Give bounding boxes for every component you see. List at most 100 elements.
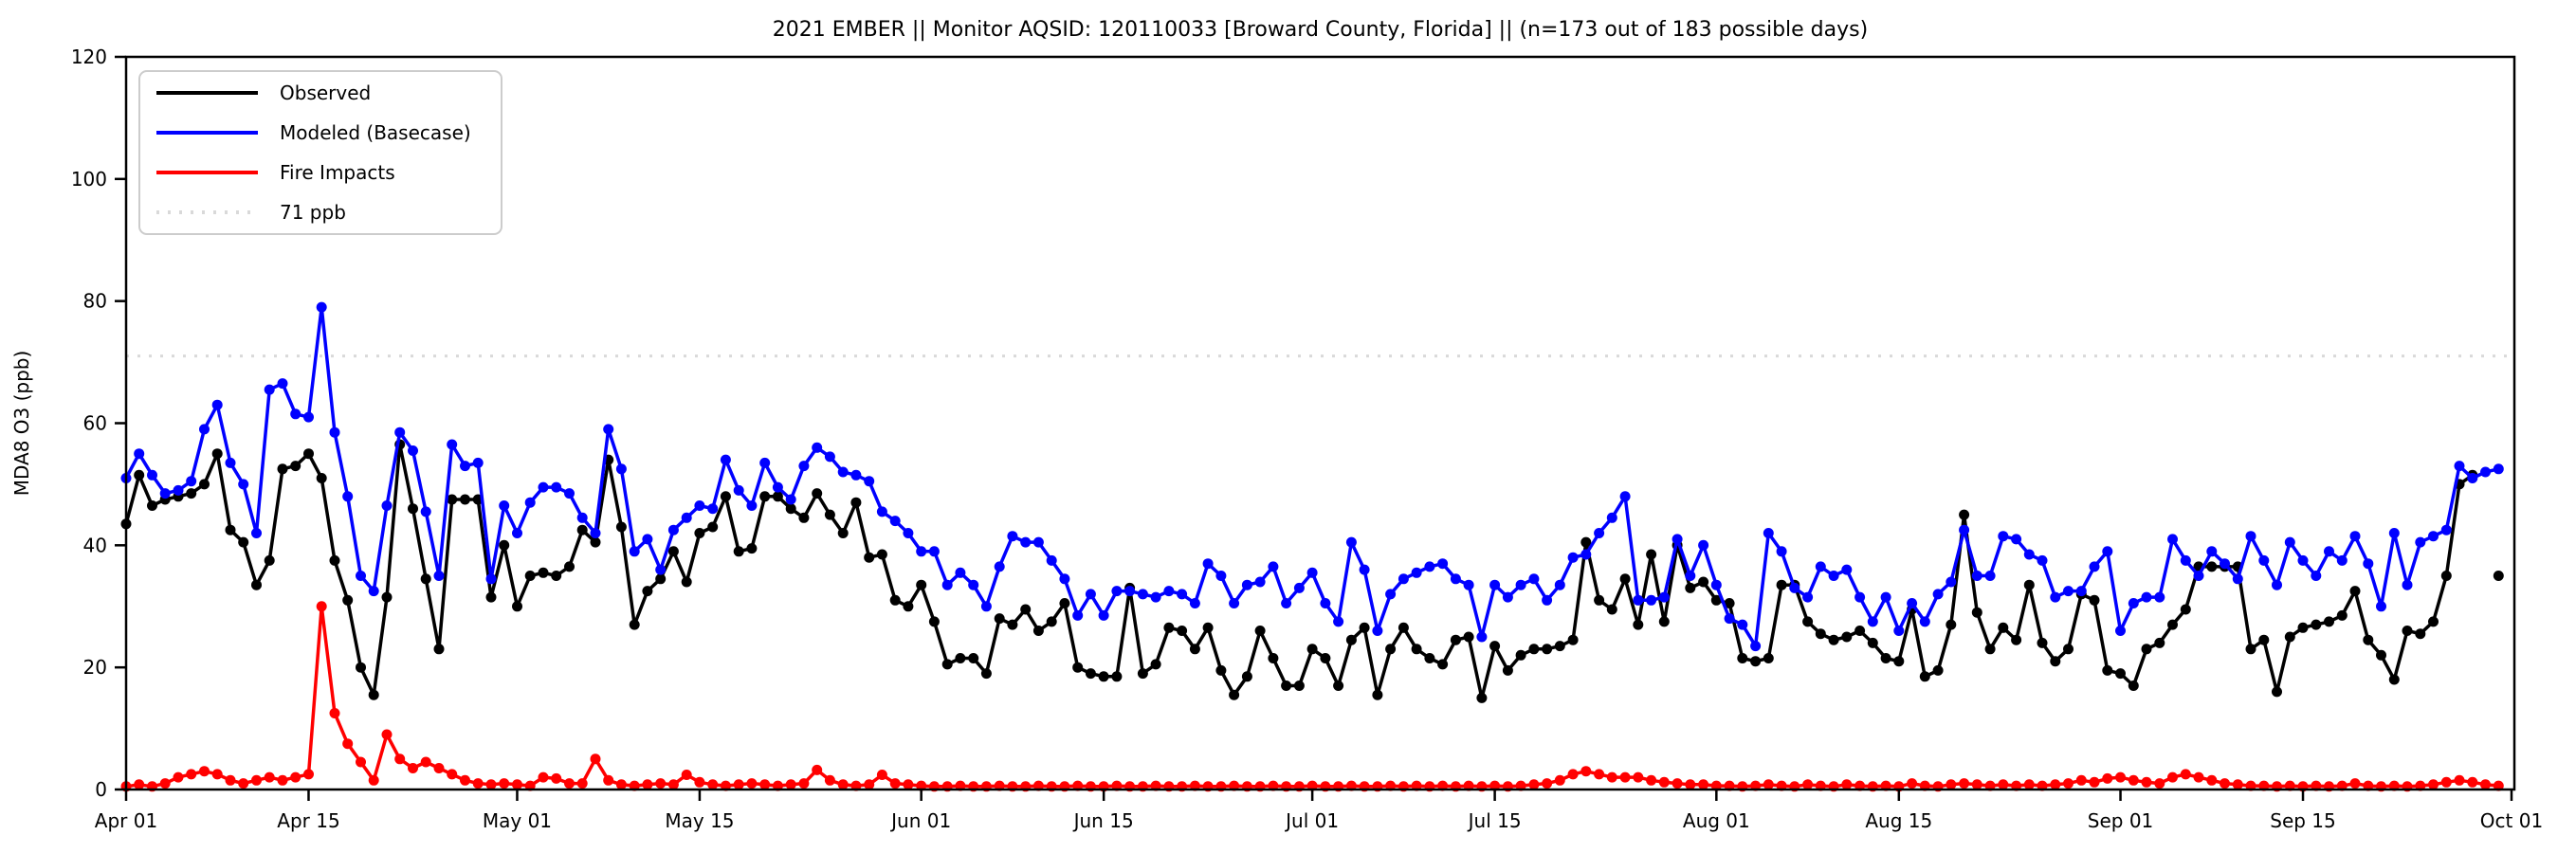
modeled-series-marker: [1059, 573, 1070, 585]
legend-entry-label: 71 ppb: [280, 201, 346, 224]
fire-impacts-series-marker: [1619, 771, 1631, 783]
fire-impacts-series-marker: [211, 769, 223, 780]
modeled-series-marker: [1919, 616, 1930, 627]
modeled-series-marker: [1293, 582, 1305, 593]
modeled-series-marker: [2220, 558, 2230, 570]
observed-series-marker: [1685, 582, 1696, 593]
observed-series-marker: [1306, 644, 1318, 655]
fire-impacts-series-marker: [1685, 779, 1696, 790]
modeled-series-marker: [928, 546, 940, 557]
observed-series-marker: [1580, 536, 1592, 548]
modeled-series-marker: [225, 457, 236, 468]
fire-impacts-series-marker: [576, 778, 588, 789]
observed-series-marker: [667, 546, 679, 557]
fire-impacts-series-marker: [1998, 779, 2009, 790]
fire-impacts-series-marker: [499, 778, 510, 789]
modeled-series-marker: [2428, 531, 2439, 542]
fire-impacts-series-marker: [485, 779, 497, 790]
observed-series-marker: [1385, 644, 1397, 655]
observed-series-marker: [2141, 644, 2152, 655]
modeled-series-marker: [1489, 579, 1501, 590]
modeled-series-marker: [1268, 561, 1279, 572]
observed-series-marker: [720, 491, 731, 502]
modeled-series-marker: [2388, 528, 2400, 538]
observed-series-marker: [316, 473, 327, 483]
observed-series-marker: [2050, 656, 2061, 667]
fire-impacts-series-marker: [2220, 778, 2230, 789]
modeled-series-marker: [2023, 549, 2035, 560]
fire-impacts-series-marker: [2063, 778, 2074, 789]
modeled-series-marker: [356, 571, 366, 581]
observed-series-marker: [303, 448, 314, 460]
fire-impacts-series-marker: [1542, 778, 1553, 789]
fire-impacts-series-marker: [694, 776, 705, 788]
modeled-series-marker: [2258, 554, 2270, 566]
observed-series-marker: [2402, 626, 2413, 636]
observed-series-marker: [2011, 634, 2022, 645]
modeled-series-marker: [1189, 598, 1200, 608]
modeled-series-marker: [2075, 586, 2087, 597]
observed-series-marker: [538, 567, 549, 578]
observed-series-marker: [1658, 616, 1670, 627]
observed-series-marker: [2440, 571, 2452, 581]
observed-series-marker: [2428, 616, 2439, 627]
modeled-series-marker: [2297, 554, 2309, 566]
observed-series-marker: [264, 554, 275, 566]
modeled-series-marker: [2363, 558, 2374, 570]
observed-series-marker: [1424, 653, 1435, 663]
fire-impacts-series-marker: [1646, 774, 1657, 786]
observed-series-marker: [2324, 616, 2334, 627]
modeled-series-marker: [316, 301, 327, 313]
x-tick-label: Jun 01: [889, 809, 951, 832]
observed-series-marker: [277, 463, 288, 475]
observed-series-marker: [2115, 668, 2126, 680]
modeled-series-marker: [1959, 524, 1970, 535]
fire-impacts-series-marker: [1554, 774, 1565, 786]
observed-series-marker: [1489, 641, 1501, 652]
y-tick-label: 0: [95, 778, 107, 801]
observed-series-marker: [824, 509, 835, 520]
modeled-series-marker: [733, 484, 744, 496]
observed-series-marker: [2089, 594, 2100, 606]
modeled-series-marker: [2141, 591, 2152, 603]
observed-series-marker: [551, 571, 562, 581]
observed-series-marker: [1724, 598, 1735, 608]
modeled-series-marker: [1385, 589, 1397, 600]
observed-series-marker: [1528, 644, 1540, 655]
legend-entry-label: Modeled (Basecase): [280, 121, 471, 144]
fire-impacts-series-marker: [1672, 778, 1683, 789]
modeled-series-marker: [524, 497, 536, 508]
modeled-series-marker: [199, 424, 210, 435]
observed-series-marker: [1476, 692, 1488, 703]
observed-series-marker: [134, 469, 145, 481]
observed-series-marker: [1359, 622, 1370, 633]
observed-series-marker: [772, 491, 783, 502]
observed-series-marker: [850, 497, 862, 508]
fire-impacts-series-marker: [420, 756, 431, 768]
observed-series-marker: [876, 549, 887, 560]
fire-impacts-series-marker: [1959, 778, 1970, 789]
observed-series-marker: [1150, 659, 1161, 670]
observed-series-marker: [746, 543, 758, 554]
fire-impacts-series-marker: [2023, 779, 2035, 790]
modeled-series-marker: [564, 488, 575, 499]
observed-series-marker: [864, 552, 875, 563]
observed-series-marker: [785, 503, 796, 515]
observed-series-marker: [290, 461, 301, 472]
modeled-series-marker: [512, 528, 522, 538]
modeled-series-marker: [147, 469, 157, 481]
observed-series-marker: [2311, 619, 2322, 630]
modeled-series-marker: [2324, 546, 2334, 557]
observed-series-marker: [837, 528, 849, 538]
fire-impacts-series-marker: [2480, 779, 2491, 790]
fire-impacts-series-marker: [864, 779, 875, 790]
modeled-series-marker: [472, 457, 484, 468]
observed-series-marker: [2349, 586, 2361, 597]
observed-series-marker: [1854, 626, 1866, 636]
observed-series-marker: [798, 512, 810, 523]
modeled-series-marker: [1580, 549, 1592, 560]
modeled-series-marker: [1463, 579, 1474, 590]
observed-series-marker: [2363, 634, 2374, 645]
observed-series-marker: [1998, 622, 2009, 633]
modeled-series-marker: [1815, 561, 1826, 572]
